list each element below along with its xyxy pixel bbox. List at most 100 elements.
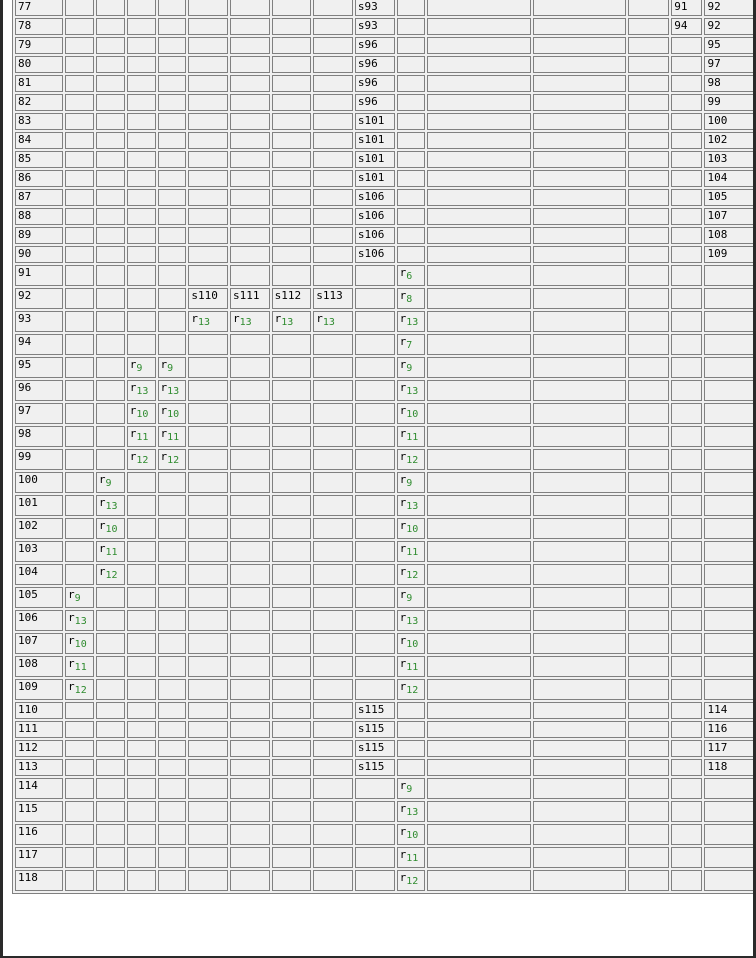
reduce-action-cell: r13 — [157, 380, 187, 401]
empty-cell — [313, 189, 353, 206]
empty-cell — [126, 870, 156, 891]
empty-cell — [157, 495, 187, 516]
empty-cell — [427, 610, 531, 631]
empty-cell — [671, 265, 703, 286]
empty-cell — [95, 380, 125, 401]
empty-cell — [354, 518, 395, 539]
empty-cell — [271, 246, 312, 263]
empty-cell — [427, 170, 531, 187]
table-row: 115 r13 — [15, 801, 755, 822]
empty-cell — [271, 113, 312, 130]
empty-cell — [126, 227, 156, 244]
empty-cell — [628, 759, 670, 776]
empty-cell — [628, 610, 670, 631]
empty-cell — [95, 334, 125, 355]
empty-cell — [671, 801, 703, 822]
empty-cell — [427, 824, 531, 845]
table-row: 117 r11 — [15, 847, 755, 868]
empty-cell — [230, 847, 270, 868]
reduce-action-cell: r10 — [396, 824, 426, 845]
shift-action-cell: s101 — [354, 151, 395, 168]
empty-cell — [126, 759, 156, 776]
empty-cell — [628, 679, 670, 700]
empty-cell — [126, 587, 156, 608]
shift-action-cell: s101 — [354, 113, 395, 130]
empty-cell — [354, 824, 395, 845]
empty-cell — [396, 246, 426, 263]
empty-cell — [532, 0, 627, 16]
reduce-action-cell: r10 — [396, 518, 426, 539]
empty-cell — [427, 495, 531, 516]
empty-cell — [65, 227, 94, 244]
empty-cell — [188, 189, 228, 206]
empty-cell — [271, 56, 312, 73]
state-number-cell: 100 — [15, 472, 64, 493]
empty-cell — [95, 132, 125, 149]
state-number-cell: 77 — [15, 0, 64, 16]
empty-cell — [95, 759, 125, 776]
empty-cell — [532, 610, 627, 631]
table-row: 87 s106 105 — [15, 189, 755, 206]
empty-cell — [230, 170, 270, 187]
empty-cell — [313, 151, 353, 168]
reduce-action-cell: r12 — [396, 679, 426, 700]
state-number-cell: 106 — [15, 610, 64, 631]
empty-cell — [354, 311, 395, 332]
shift-action-cell: s93 — [354, 0, 395, 16]
empty-cell — [157, 246, 187, 263]
empty-cell — [427, 357, 531, 378]
empty-cell — [396, 56, 426, 73]
empty-cell — [313, 495, 353, 516]
table-row: 82 s96 99 — [15, 94, 755, 111]
goto-cell: 91 — [671, 0, 703, 16]
shift-action-cell: s112 — [271, 288, 312, 309]
empty-cell — [271, 0, 312, 16]
empty-cell — [671, 870, 703, 891]
empty-cell — [188, 633, 228, 654]
empty-cell — [65, 472, 94, 493]
empty-cell — [271, 587, 312, 608]
shift-action-cell: s106 — [354, 227, 395, 244]
empty-cell — [396, 170, 426, 187]
empty-cell — [188, 541, 228, 562]
empty-cell — [126, 208, 156, 225]
empty-cell — [671, 449, 703, 470]
empty-cell — [313, 37, 353, 54]
goto-cell: 104 — [704, 170, 755, 187]
table-row: 102 r10 r10 — [15, 518, 755, 539]
state-number-cell: 83 — [15, 113, 64, 130]
empty-cell — [95, 0, 125, 16]
table-row: 106 r13 r13 — [15, 610, 755, 631]
empty-cell — [95, 170, 125, 187]
empty-cell — [313, 265, 353, 286]
empty-cell — [396, 94, 426, 111]
empty-cell — [271, 189, 312, 206]
empty-cell — [532, 151, 627, 168]
reduce-action-cell: r12 — [95, 564, 125, 585]
empty-cell — [427, 56, 531, 73]
table-row: 96 r13 r13 r13 — [15, 380, 755, 401]
empty-cell — [65, 189, 94, 206]
table-row: 97 r10 r10 r10 — [15, 403, 755, 424]
empty-cell — [65, 740, 94, 757]
empty-cell — [671, 113, 703, 130]
empty-cell — [313, 426, 353, 447]
empty-cell — [628, 227, 670, 244]
empty-cell — [704, 334, 755, 355]
empty-cell — [95, 449, 125, 470]
empty-cell — [271, 472, 312, 493]
table-row: 88 s106 107 — [15, 208, 755, 225]
empty-cell — [188, 75, 228, 92]
reduce-action-cell: r13 — [230, 311, 270, 332]
empty-cell — [427, 740, 531, 757]
state-number-cell: 81 — [15, 75, 64, 92]
empty-cell — [157, 721, 187, 738]
empty-cell — [95, 18, 125, 35]
empty-cell — [427, 541, 531, 562]
empty-cell — [704, 265, 755, 286]
empty-cell — [126, 824, 156, 845]
empty-cell — [157, 702, 187, 719]
empty-cell — [704, 541, 755, 562]
empty-cell — [313, 564, 353, 585]
empty-cell — [628, 518, 670, 539]
